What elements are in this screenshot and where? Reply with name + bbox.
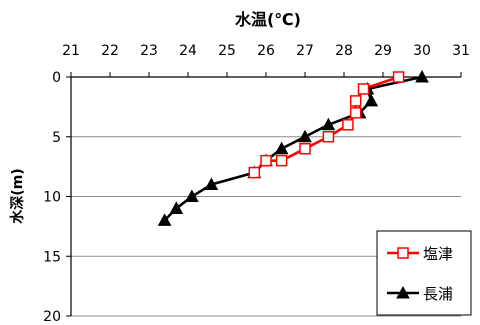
- series-line-1: [163, 75, 423, 222]
- data-point: [349, 95, 362, 107]
- data-point: [274, 141, 289, 155]
- data-point: [321, 117, 336, 131]
- x-tick-label: 29: [374, 43, 392, 59]
- y-tick-label: 20: [43, 309, 61, 325]
- y-axis-label: 水深(m): [9, 168, 26, 223]
- data-point: [248, 166, 261, 179]
- data-point: [185, 189, 199, 202]
- legend-label: 塩津: [423, 245, 453, 263]
- x-tick-label: 23: [140, 43, 158, 59]
- data-point: [260, 154, 272, 167]
- data-point: [357, 83, 370, 95]
- y-tick-label: 10: [43, 190, 61, 206]
- x-tick-label: 26: [257, 43, 275, 59]
- x-tick-label: 28: [335, 43, 353, 59]
- chart-title: 水温(℃): [235, 10, 301, 29]
- data-point: [342, 119, 354, 131]
- x-tick-label: 21: [62, 43, 80, 59]
- data-point: [299, 142, 311, 155]
- data-point: [322, 131, 335, 143]
- x-tick-label: 22: [101, 43, 119, 59]
- x-tick-label: 31: [452, 43, 470, 59]
- data-point: [392, 71, 405, 83]
- x-tick-label: 24: [179, 43, 197, 59]
- data-point: [415, 69, 429, 83]
- x-tick-label: 30: [413, 43, 431, 59]
- data-point: [204, 177, 219, 191]
- series-line-0: [253, 75, 400, 174]
- data-point: [364, 93, 379, 107]
- data-point: [349, 107, 362, 119]
- legend-box: [376, 230, 472, 316]
- y-tick-label: 15: [43, 249, 61, 265]
- legend-marker: [397, 247, 409, 259]
- data-point: [275, 154, 288, 167]
- y-tick-label: 0: [52, 70, 61, 86]
- legend-marker: [396, 285, 410, 299]
- legend-label: 長浦: [423, 285, 453, 303]
- data-point: [169, 201, 184, 214]
- data-point: [157, 213, 172, 226]
- data-point: [298, 129, 312, 143]
- y-tick-label: 5: [52, 130, 61, 146]
- x-tick-label: 27: [296, 43, 314, 59]
- x-tick-label: 25: [218, 43, 236, 59]
